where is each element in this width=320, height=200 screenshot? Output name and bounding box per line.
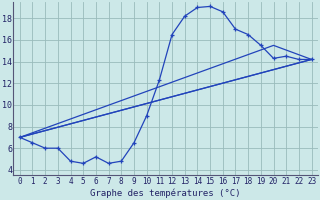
X-axis label: Graphe des températures (°C): Graphe des températures (°C) — [91, 188, 241, 198]
